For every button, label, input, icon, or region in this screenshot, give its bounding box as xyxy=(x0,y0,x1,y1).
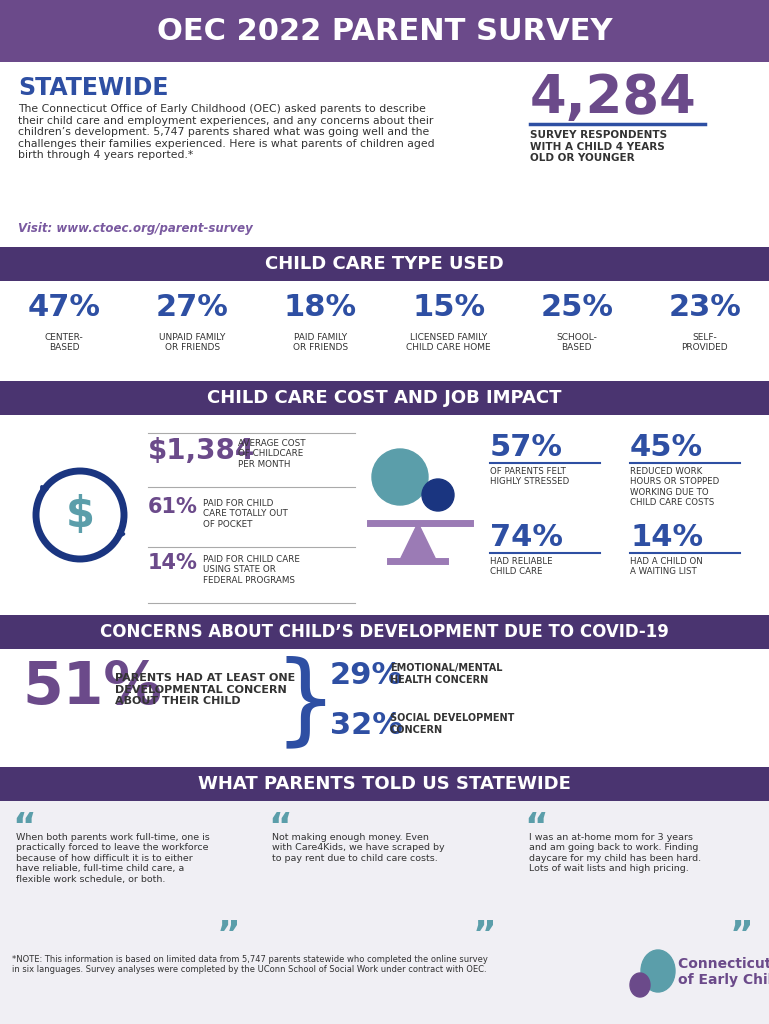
Text: “: “ xyxy=(268,811,292,845)
Text: UNPAID FAMILY
OR FRIENDS: UNPAID FAMILY OR FRIENDS xyxy=(159,333,225,352)
Text: CHILD CARE TYPE USED: CHILD CARE TYPE USED xyxy=(265,255,504,273)
Text: SELF-
PROVIDED: SELF- PROVIDED xyxy=(681,333,728,352)
Text: $1,384: $1,384 xyxy=(148,437,255,465)
Text: CENTER-
BASED: CENTER- BASED xyxy=(45,333,84,352)
Bar xyxy=(0,801,769,949)
Text: 14%: 14% xyxy=(630,523,703,552)
Bar xyxy=(0,281,769,381)
Circle shape xyxy=(372,449,428,505)
Bar xyxy=(0,949,769,1011)
Ellipse shape xyxy=(641,950,675,992)
Text: HAD A CHILD ON
A WAITING LIST: HAD A CHILD ON A WAITING LIST xyxy=(630,557,703,577)
Text: 57%: 57% xyxy=(490,433,563,462)
Bar xyxy=(0,767,769,801)
Text: HAD RELIABLE
CHILD CARE: HAD RELIABLE CHILD CARE xyxy=(490,557,553,577)
Text: LICENSED FAMILY
CHILD CARE HOME: LICENSED FAMILY CHILD CARE HOME xyxy=(406,333,491,352)
Text: 14%: 14% xyxy=(148,553,198,573)
Text: EMOTIONAL/MENTAL
HEALTH CONCERN: EMOTIONAL/MENTAL HEALTH CONCERN xyxy=(390,663,502,685)
Text: 45%: 45% xyxy=(630,433,703,462)
Text: 74%: 74% xyxy=(490,523,563,552)
Text: 18%: 18% xyxy=(284,293,357,322)
Text: WHAT PARENTS TOLD US STATEWIDE: WHAT PARENTS TOLD US STATEWIDE xyxy=(198,775,571,793)
Text: $: $ xyxy=(65,494,95,536)
Text: When both parents work full-time, one is
practically forced to leave the workfor: When both parents work full-time, one is… xyxy=(16,833,210,884)
Text: “: “ xyxy=(12,811,35,845)
Text: }: } xyxy=(273,655,337,753)
Text: CHILD CARE COST AND JOB IMPACT: CHILD CARE COST AND JOB IMPACT xyxy=(208,389,561,407)
Text: CONCERNS ABOUT CHILD’S DEVELOPMENT DUE TO COVID-19: CONCERNS ABOUT CHILD’S DEVELOPMENT DUE T… xyxy=(100,623,669,641)
Polygon shape xyxy=(400,523,436,560)
Text: 47%: 47% xyxy=(28,293,101,322)
Text: Not making enough money. Even
with Care4Kids, we have scraped by
to pay rent due: Not making enough money. Even with Care4… xyxy=(272,833,445,863)
Text: ”: ” xyxy=(217,919,241,953)
Text: Connecticut Office
of Early Childhood: Connecticut Office of Early Childhood xyxy=(678,957,769,987)
Text: REDUCED WORK
HOURS OR STOPPED
WORKING DUE TO
CHILD CARE COSTS: REDUCED WORK HOURS OR STOPPED WORKING DU… xyxy=(630,467,719,507)
Circle shape xyxy=(422,479,454,511)
Text: AVERAGE COST
OF CHILDCARE
PER MONTH: AVERAGE COST OF CHILDCARE PER MONTH xyxy=(238,439,305,469)
Text: PAID FOR CHILD
CARE TOTALLY OUT
OF POCKET: PAID FOR CHILD CARE TOTALLY OUT OF POCKE… xyxy=(203,499,288,528)
Bar xyxy=(0,615,769,649)
Bar xyxy=(0,62,769,247)
Ellipse shape xyxy=(630,973,650,997)
Text: PAID FOR CHILD CARE
USING STATE OR
FEDERAL PROGRAMS: PAID FOR CHILD CARE USING STATE OR FEDER… xyxy=(203,555,300,585)
Text: 23%: 23% xyxy=(668,293,741,322)
Bar xyxy=(0,247,769,281)
Text: OEC 2022 PARENT SURVEY: OEC 2022 PARENT SURVEY xyxy=(157,16,612,45)
Text: STATEWIDE: STATEWIDE xyxy=(18,76,168,100)
Text: 27%: 27% xyxy=(156,293,228,322)
Text: PARENTS HAD AT LEAST ONE
DEVELOPMENTAL CONCERN
ABOUT THEIR CHILD: PARENTS HAD AT LEAST ONE DEVELOPMENTAL C… xyxy=(115,673,295,707)
Text: PAID FAMILY
OR FRIENDS: PAID FAMILY OR FRIENDS xyxy=(293,333,348,352)
Bar xyxy=(0,415,769,615)
Bar xyxy=(0,381,769,415)
Text: 32%: 32% xyxy=(330,711,403,740)
Text: Visit: www.ctoec.org/parent-survey: Visit: www.ctoec.org/parent-survey xyxy=(18,222,253,234)
Text: SURVEY RESPONDENTS
WITH A CHILD 4 YEARS
OLD OR YOUNGER: SURVEY RESPONDENTS WITH A CHILD 4 YEARS … xyxy=(530,130,667,163)
Text: ”: ” xyxy=(729,919,753,953)
Text: ”: ” xyxy=(473,919,497,953)
Text: 15%: 15% xyxy=(412,293,485,322)
Text: 51%: 51% xyxy=(22,659,162,716)
Text: I was an at-home mom for 3 years
and am going back to work. Finding
daycare for : I was an at-home mom for 3 years and am … xyxy=(528,833,701,873)
Text: 61%: 61% xyxy=(148,497,198,517)
Text: *NOTE: This information is based on limited data from 5,747 parents statewide wh: *NOTE: This information is based on limi… xyxy=(12,955,488,975)
Bar xyxy=(0,0,769,62)
Text: The Connecticut Office of Early Childhood (OEC) asked parents to describe
their : The Connecticut Office of Early Childhoo… xyxy=(18,104,434,161)
Bar xyxy=(0,649,769,767)
Text: “: “ xyxy=(524,811,548,845)
Text: OF PARENTS FELT
HIGHLY STRESSED: OF PARENTS FELT HIGHLY STRESSED xyxy=(490,467,569,486)
Text: 25%: 25% xyxy=(541,293,613,322)
Text: SCHOOL-
BASED: SCHOOL- BASED xyxy=(556,333,598,352)
Text: SOCIAL DEVELOPMENT
CONCERN: SOCIAL DEVELOPMENT CONCERN xyxy=(390,713,514,734)
Text: 4,284: 4,284 xyxy=(530,72,697,124)
Text: 29%: 29% xyxy=(330,662,403,690)
